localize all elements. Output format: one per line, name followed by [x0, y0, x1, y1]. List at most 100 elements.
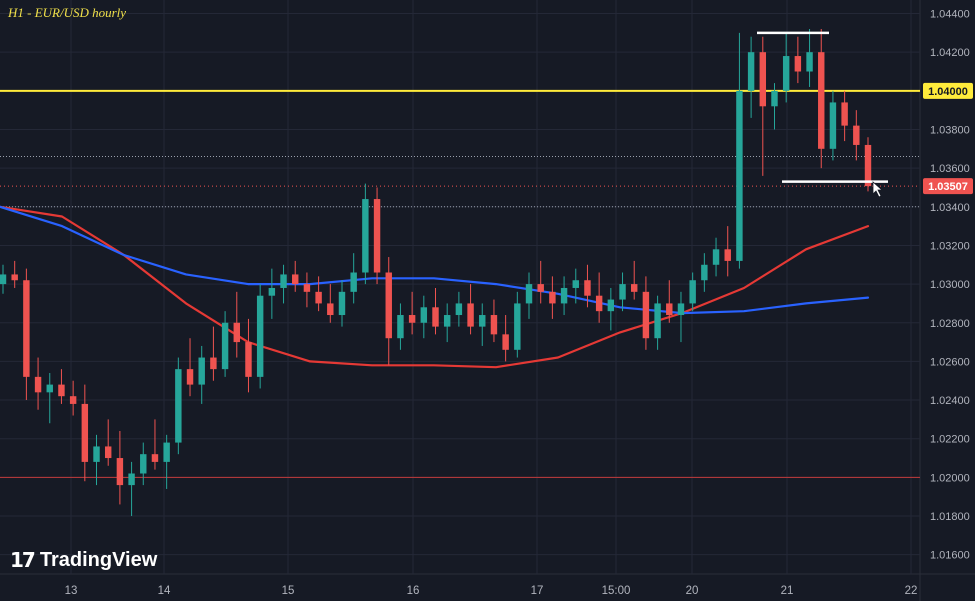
candle-body	[443, 315, 451, 327]
x-tick-label: 15	[282, 585, 295, 597]
candle-body	[315, 291, 322, 304]
candle-body	[116, 458, 124, 486]
candle-body	[362, 199, 369, 273]
price-axis[interactable]: 1.04400 1.04200 1.04000 1.03800 1.03600 1.034…	[930, 9, 970, 562]
candle-body	[268, 287, 276, 296]
candle-body	[46, 384, 53, 393]
candle-body	[233, 322, 240, 343]
y-tick-label: 1.03600	[930, 163, 970, 175]
moving-average-red	[0, 205, 870, 369]
moving-average-blue	[0, 205, 870, 315]
candle-body	[455, 303, 463, 316]
candle-body	[853, 125, 860, 145]
horizontal-levels	[0, 89, 920, 478]
candle-body	[654, 303, 661, 339]
price-badge-label: 1.04000	[928, 86, 968, 98]
candle-body	[806, 52, 813, 72]
candle-body	[490, 315, 498, 335]
candle-body	[782, 56, 790, 91]
candle-body	[514, 303, 521, 350]
candle-body	[747, 52, 755, 91]
candle-body	[397, 315, 404, 339]
tradingview-logo-icon: 17	[10, 548, 36, 572]
candle-body	[736, 90, 743, 261]
candle-body	[724, 249, 731, 261]
candle-body	[759, 52, 767, 107]
candle-body	[607, 299, 615, 312]
price-badge-label: 1.03507	[928, 181, 968, 193]
y-tick-label: 1.04400	[930, 9, 970, 21]
candle-body	[841, 102, 848, 126]
candle-body	[864, 144, 872, 187]
tradingview-logo: 17 TradingView	[10, 548, 157, 572]
candle-body	[666, 303, 673, 316]
candle-body	[186, 369, 194, 385]
candle-body	[292, 274, 299, 285]
candle-body	[104, 446, 112, 459]
candle-body	[642, 291, 650, 339]
candle-body	[829, 102, 837, 149]
y-tick-label: 1.02600	[930, 356, 970, 368]
candle-body	[689, 280, 696, 304]
candle-body	[151, 454, 159, 462]
candle-body	[245, 342, 252, 377]
candle-body	[81, 403, 89, 462]
moving-averages	[0, 205, 870, 369]
candle-body	[584, 280, 591, 296]
y-tick-label: 1.03800	[930, 124, 970, 136]
chart-title: H1 - EUR/USD hourly	[8, 5, 127, 20]
x-tick-label: 13	[65, 585, 78, 597]
candle-body	[303, 284, 311, 292]
y-tick-label: 1.03000	[930, 279, 970, 291]
y-tick-label: 1.01800	[930, 511, 970, 523]
range-markers	[757, 31, 888, 183]
y-tick-label: 1.03200	[930, 240, 970, 252]
y-tick-label: 1.02400	[930, 395, 970, 407]
candle-body	[373, 199, 381, 273]
time-axis[interactable]: 13 14 15 16 17 15:00 20 21 22	[65, 585, 918, 597]
x-tick-label: 22	[905, 585, 918, 597]
candle-body	[818, 52, 825, 149]
candle-body	[479, 315, 486, 327]
y-tick-label: 1.04200	[930, 47, 970, 59]
candle-body	[23, 280, 30, 377]
tradingview-logo-text: TradingView	[39, 548, 158, 571]
candle-body	[408, 315, 416, 323]
mouse-cursor-icon	[872, 181, 884, 198]
candle-body	[677, 303, 685, 316]
candle-body	[537, 284, 544, 292]
candle-body	[595, 295, 603, 312]
candle-body	[327, 303, 334, 316]
candle-body	[572, 280, 579, 288]
candle-body	[198, 357, 205, 385]
candle-body	[420, 307, 428, 323]
candle-body	[549, 291, 556, 304]
candle-body	[385, 272, 392, 339]
candle-body	[128, 473, 135, 486]
candle-body	[525, 284, 533, 304]
candle-body	[11, 274, 18, 281]
y-tick-label: 1.03400	[930, 202, 970, 214]
candle-body	[175, 369, 182, 443]
candle-body	[34, 376, 42, 393]
y-tick-label: 1.02200	[930, 434, 970, 446]
y-tick-label: 1.02000	[930, 472, 970, 484]
candle-body	[140, 454, 147, 474]
y-tick-label: 1.01600	[930, 550, 970, 562]
candle-body	[701, 264, 708, 281]
candle-body	[771, 90, 778, 107]
candle-body	[0, 274, 7, 285]
price-badge-bg	[923, 178, 973, 195]
price-badges: 1.04000 1.03507	[923, 82, 973, 195]
candles	[0, 28, 872, 517]
candle-body	[93, 446, 100, 462]
candle-body	[338, 291, 346, 316]
candle-body	[350, 272, 357, 292]
candle-body	[502, 334, 509, 350]
candle-body	[712, 249, 720, 265]
x-tick-label: 16	[407, 585, 420, 597]
candle-body	[58, 384, 65, 397]
candle-body	[221, 322, 229, 370]
